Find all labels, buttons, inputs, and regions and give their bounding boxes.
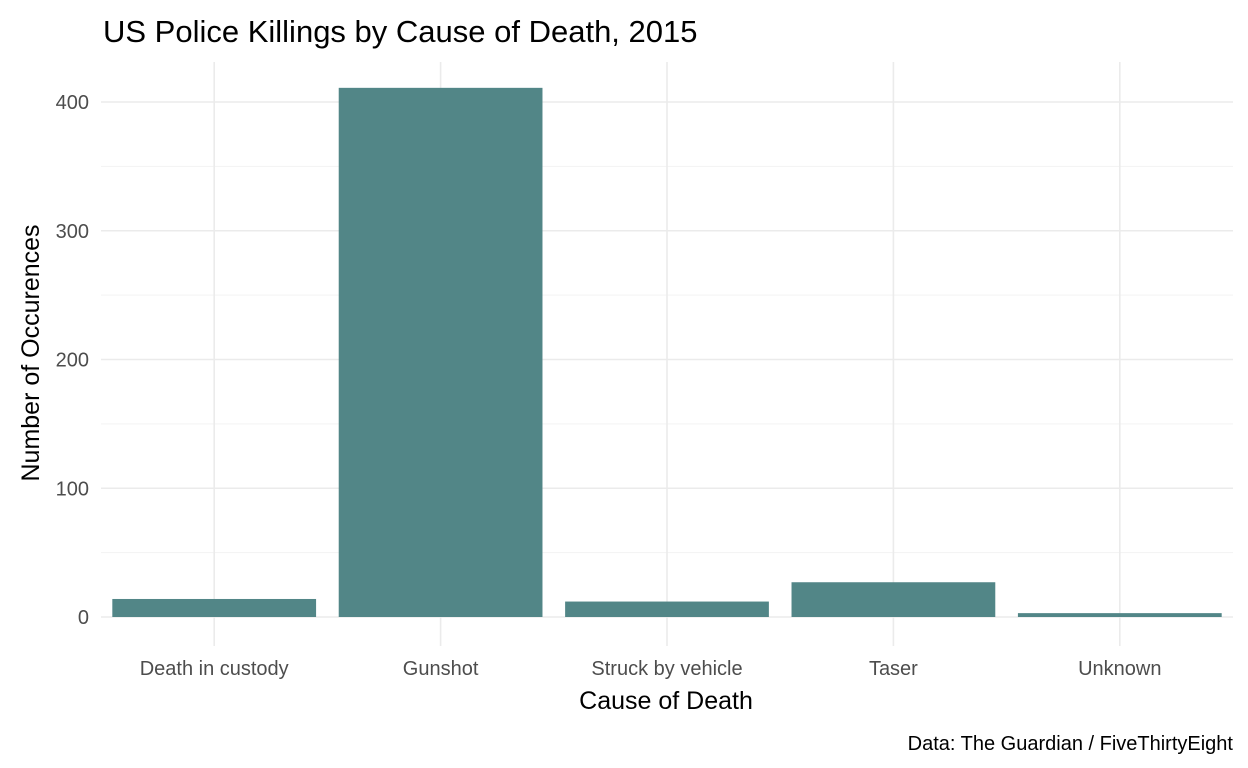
x-tick-label: Death in custody [140,658,289,680]
y-tick-label: 0 [78,607,89,629]
x-tick-label: Taser [869,658,918,680]
x-tick-label: Struck by vehicle [591,658,742,680]
y-axis-ticks: 0 100 200 300 400 [56,92,89,629]
y-tick-label: 300 [56,221,89,243]
bar [338,87,543,617]
x-tick-label: Unknown [1078,658,1161,680]
chart-title: US Police Killings by Cause of Death, 20… [103,14,698,49]
bar [791,582,996,617]
bars [112,87,1222,617]
x-tick-label: Gunshot [403,658,479,680]
y-tick-label: 100 [56,478,89,500]
bar [565,601,769,617]
y-tick-label: 400 [56,92,89,114]
bar [1017,613,1222,617]
x-axis-ticks: Death in custody Gunshot Struck by vehicle… [140,658,1162,680]
y-axis-title: Number of Occurences [17,224,45,481]
x-axis-title: Cause of Death [579,687,753,715]
chart-caption: Data: The Guardian / FiveThirtyEight [908,733,1234,755]
bar [112,598,317,617]
y-tick-label: 200 [56,350,89,372]
major-gridlines [101,62,1233,646]
